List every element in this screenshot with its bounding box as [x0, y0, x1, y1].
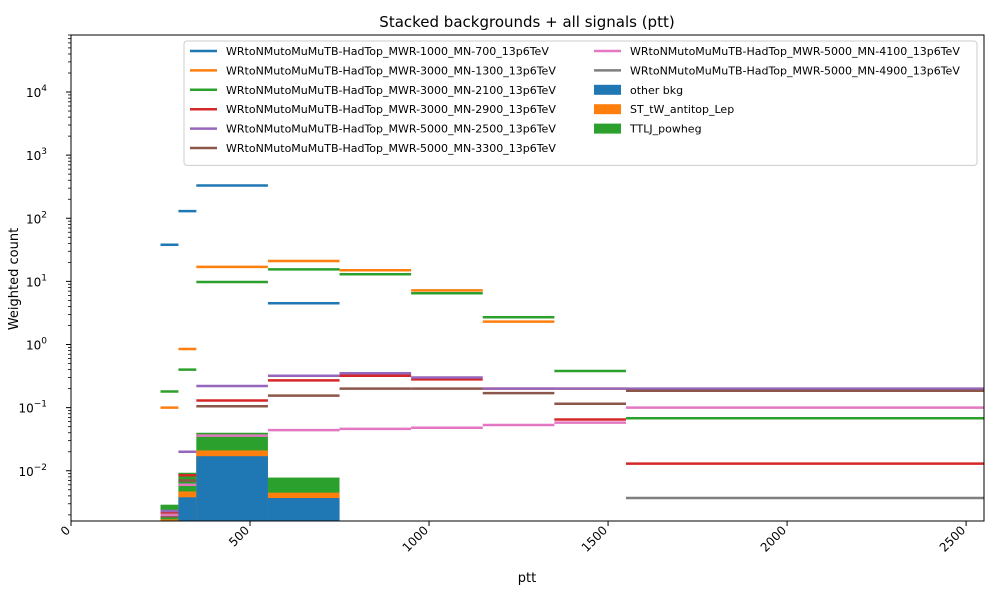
legend-label: WRtoNMutoMuMuTB-HadTop_MWR-1000_MN-700_1…	[226, 45, 549, 58]
stack-bar	[178, 497, 197, 521]
x-axis-label: ptt	[518, 571, 536, 586]
y-tick-label: 102	[26, 210, 47, 226]
chart-title: Stacked backgrounds + all signals (ptt)	[379, 13, 674, 31]
legend-swatch	[594, 84, 621, 95]
legend-label: WRtoNMutoMuMuTB-HadTop_MWR-3000_MN-2900_…	[226, 103, 556, 116]
legend-label: WRtoNMutoMuMuTB-HadTop_MWR-5000_MN-2500_…	[226, 123, 556, 136]
legend-label: ST_tW_antitop_Lep	[630, 103, 734, 116]
legend-label: WRtoNMutoMuMuTB-HadTop_MWR-5000_MN-4100_…	[630, 45, 960, 58]
stack-bar	[267, 498, 340, 521]
x-tick-label: 1000	[400, 523, 431, 554]
stack-bar	[196, 456, 268, 521]
legend-swatch	[594, 104, 621, 115]
legend-label: TTLJ_powheg	[629, 123, 702, 136]
stack-bar	[160, 519, 179, 521]
y-tick-label: 10−2	[18, 463, 47, 479]
x-tick-label: 1500	[579, 523, 610, 554]
x-tick-label: 2500	[937, 523, 968, 554]
y-tick-label: 101	[26, 273, 47, 289]
legend-label: WRtoNMutoMuMuTB-HadTop_MWR-3000_MN-1300_…	[226, 64, 556, 77]
y-tick-label: 103	[26, 147, 47, 163]
legend-label: WRtoNMutoMuMuTB-HadTop_MWR-5000_MN-3300_…	[226, 142, 556, 155]
y-tick-label: 100	[26, 337, 47, 353]
y-tick-label: 104	[26, 84, 47, 100]
legend-label: WRtoNMutoMuMuTB-HadTop_MWR-3000_MN-2100_…	[226, 84, 556, 97]
y-tick-label: 10−1	[18, 400, 47, 416]
x-tick-label: 2000	[758, 523, 789, 554]
legend-swatch	[594, 123, 621, 134]
plot-frame	[70, 34, 985, 522]
x-tick-label: 500	[226, 523, 252, 549]
legend-label: other bkg	[630, 84, 683, 97]
legend-box	[183, 40, 978, 166]
y-axis-label: Weighted count	[7, 228, 22, 330]
legend-label: WRtoNMutoMuMuTB-HadTop_MWR-5000_MN-4900_…	[630, 64, 960, 77]
